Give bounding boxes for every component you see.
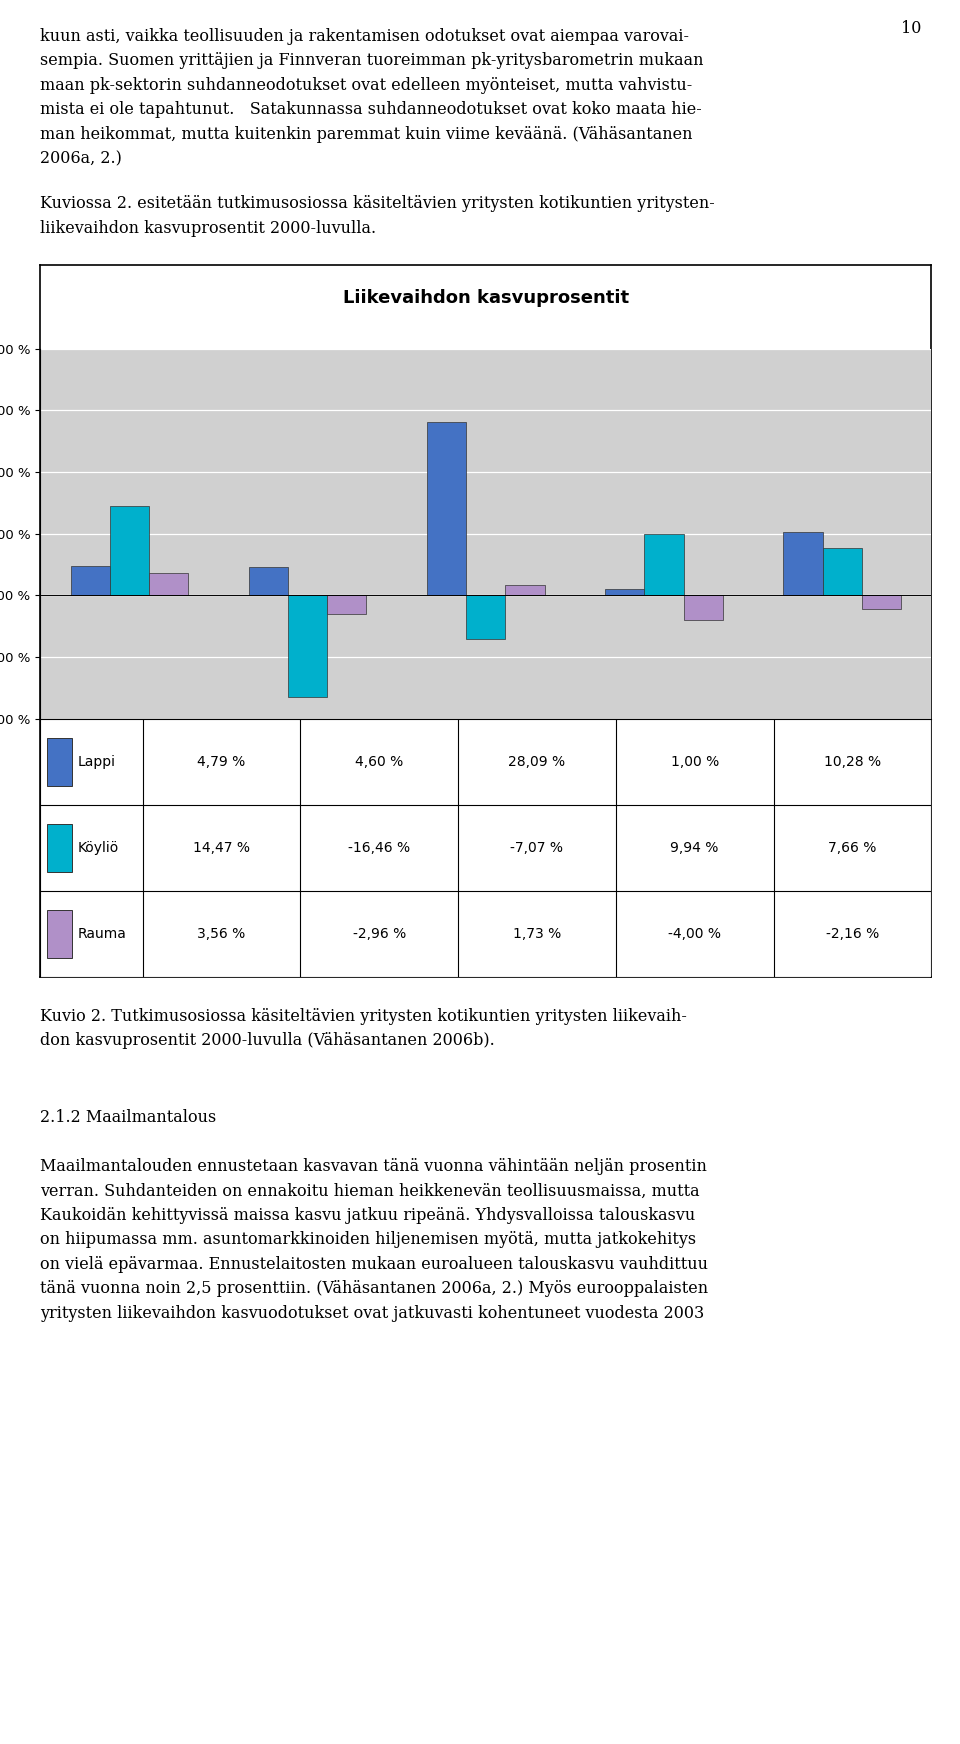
Text: tänä vuonna noin 2,5 prosenttiin. (Vähäsantanen 2006a, 2.) Myös eurooppalaisten: tänä vuonna noin 2,5 prosenttiin. (Vähäs… xyxy=(40,1280,708,1298)
Bar xyxy=(149,574,188,595)
Bar xyxy=(783,532,823,595)
Text: Liikevaihdon kasvuprosentit: Liikevaihdon kasvuprosentit xyxy=(343,290,629,307)
Bar xyxy=(823,548,862,595)
Text: 7,66 %: 7,66 % xyxy=(828,841,876,855)
Text: sempia. Suomen yrittäjien ja Finnveran tuoreimman pk-yritysbarometrin mukaan: sempia. Suomen yrittäjien ja Finnveran t… xyxy=(40,52,704,70)
Text: 9,94 %: 9,94 % xyxy=(670,841,719,855)
Text: kuun asti, vaikka teollisuuden ja rakentamisen odotukset ovat aiempaa varovai-: kuun asti, vaikka teollisuuden ja rakent… xyxy=(40,28,689,45)
Text: 1,73 %: 1,73 % xyxy=(513,926,561,940)
Text: on vielä epävarmaa. Ennustelaitosten mukaan euroalueen talouskasvu vauhdittuu: on vielä epävarmaa. Ennustelaitosten muk… xyxy=(40,1256,708,1273)
Bar xyxy=(467,595,505,638)
Bar xyxy=(288,595,327,696)
Text: Köyliö: Köyliö xyxy=(78,841,119,855)
Text: Kuviossa 2. esitetään tutkimusosiossa käsiteltävien yritysten kotikuntien yritys: Kuviossa 2. esitetään tutkimusosiossa kä… xyxy=(40,195,715,213)
Text: verran. Suhdanteiden on ennakoitu hieman heikkenevän teollisuusmaissa, mutta: verran. Suhdanteiden on ennakoitu hieman… xyxy=(40,1182,700,1200)
Text: -2,96 %: -2,96 % xyxy=(352,926,406,940)
Bar xyxy=(427,422,467,595)
Text: 2006a, 2.): 2006a, 2.) xyxy=(40,150,122,167)
Text: 4,79 %: 4,79 % xyxy=(198,755,246,769)
Text: maan pk-sektorin suhdanneodotukset ovat edelleen myönteiset, mutta vahvistu-: maan pk-sektorin suhdanneodotukset ovat … xyxy=(40,77,692,94)
Bar xyxy=(644,534,684,595)
Text: 1,00 %: 1,00 % xyxy=(670,755,719,769)
Text: mista ei ole tapahtunut.   Satakunnassa suhdanneodotukset ovat koko maata hie-: mista ei ole tapahtunut. Satakunnassa su… xyxy=(40,101,702,119)
Bar xyxy=(327,595,367,614)
Bar xyxy=(249,567,288,595)
Text: 4,60 %: 4,60 % xyxy=(355,755,403,769)
Text: on hiipumassa mm. asuntomarkkinoiden hiljenemisen myötä, mutta jatkokehitys: on hiipumassa mm. asuntomarkkinoiden hil… xyxy=(40,1231,696,1249)
Bar xyxy=(605,589,644,595)
Text: -2,16 %: -2,16 % xyxy=(826,926,879,940)
Text: Rauma: Rauma xyxy=(78,926,127,940)
Text: -7,07 %: -7,07 % xyxy=(511,841,564,855)
Bar xyxy=(862,595,900,609)
Bar xyxy=(109,506,149,595)
Text: Maailmantalouden ennustetaan kasvavan tänä vuonna vähintään neljän prosentin: Maailmantalouden ennustetaan kasvavan tä… xyxy=(40,1158,708,1175)
Text: Lappi: Lappi xyxy=(78,755,116,769)
FancyBboxPatch shape xyxy=(47,738,72,785)
Bar xyxy=(684,595,723,619)
Text: 10: 10 xyxy=(901,19,922,37)
Text: 10,28 %: 10,28 % xyxy=(824,755,881,769)
FancyBboxPatch shape xyxy=(47,910,72,957)
Text: 28,09 %: 28,09 % xyxy=(509,755,565,769)
Text: Kuvio 2. Tutkimusosiossa käsiteltävien yritysten kotikuntien yritysten liikevaih: Kuvio 2. Tutkimusosiossa käsiteltävien y… xyxy=(40,1008,687,1025)
Text: 2.1.2 Maailmantalous: 2.1.2 Maailmantalous xyxy=(40,1109,217,1127)
Text: man heikommat, mutta kuitenkin paremmat kuin viime keväänä. (Vähäsantanen: man heikommat, mutta kuitenkin paremmat … xyxy=(40,126,693,143)
Bar xyxy=(71,565,109,595)
Text: -4,00 %: -4,00 % xyxy=(668,926,721,940)
Text: liikevaihdon kasvuprosentit 2000-luvulla.: liikevaihdon kasvuprosentit 2000-luvulla… xyxy=(40,220,376,237)
Text: 3,56 %: 3,56 % xyxy=(198,926,246,940)
Bar xyxy=(505,584,544,595)
Text: Kaukoidän kehittyvissä maissa kasvu jatkuu ripeänä. Yhdysvalloissa talouskasvu: Kaukoidän kehittyvissä maissa kasvu jatk… xyxy=(40,1207,696,1224)
FancyBboxPatch shape xyxy=(47,825,72,872)
Text: yritysten liikevaihdon kasvuodotukset ovat jatkuvasti kohentuneet vuodesta 2003: yritysten liikevaihdon kasvuodotukset ov… xyxy=(40,1305,705,1322)
Text: -16,46 %: -16,46 % xyxy=(348,841,410,855)
Text: don kasvuprosentit 2000-luvulla (Vähäsantanen 2006b).: don kasvuprosentit 2000-luvulla (Vähäsan… xyxy=(40,1032,495,1050)
Text: 14,47 %: 14,47 % xyxy=(193,841,251,855)
